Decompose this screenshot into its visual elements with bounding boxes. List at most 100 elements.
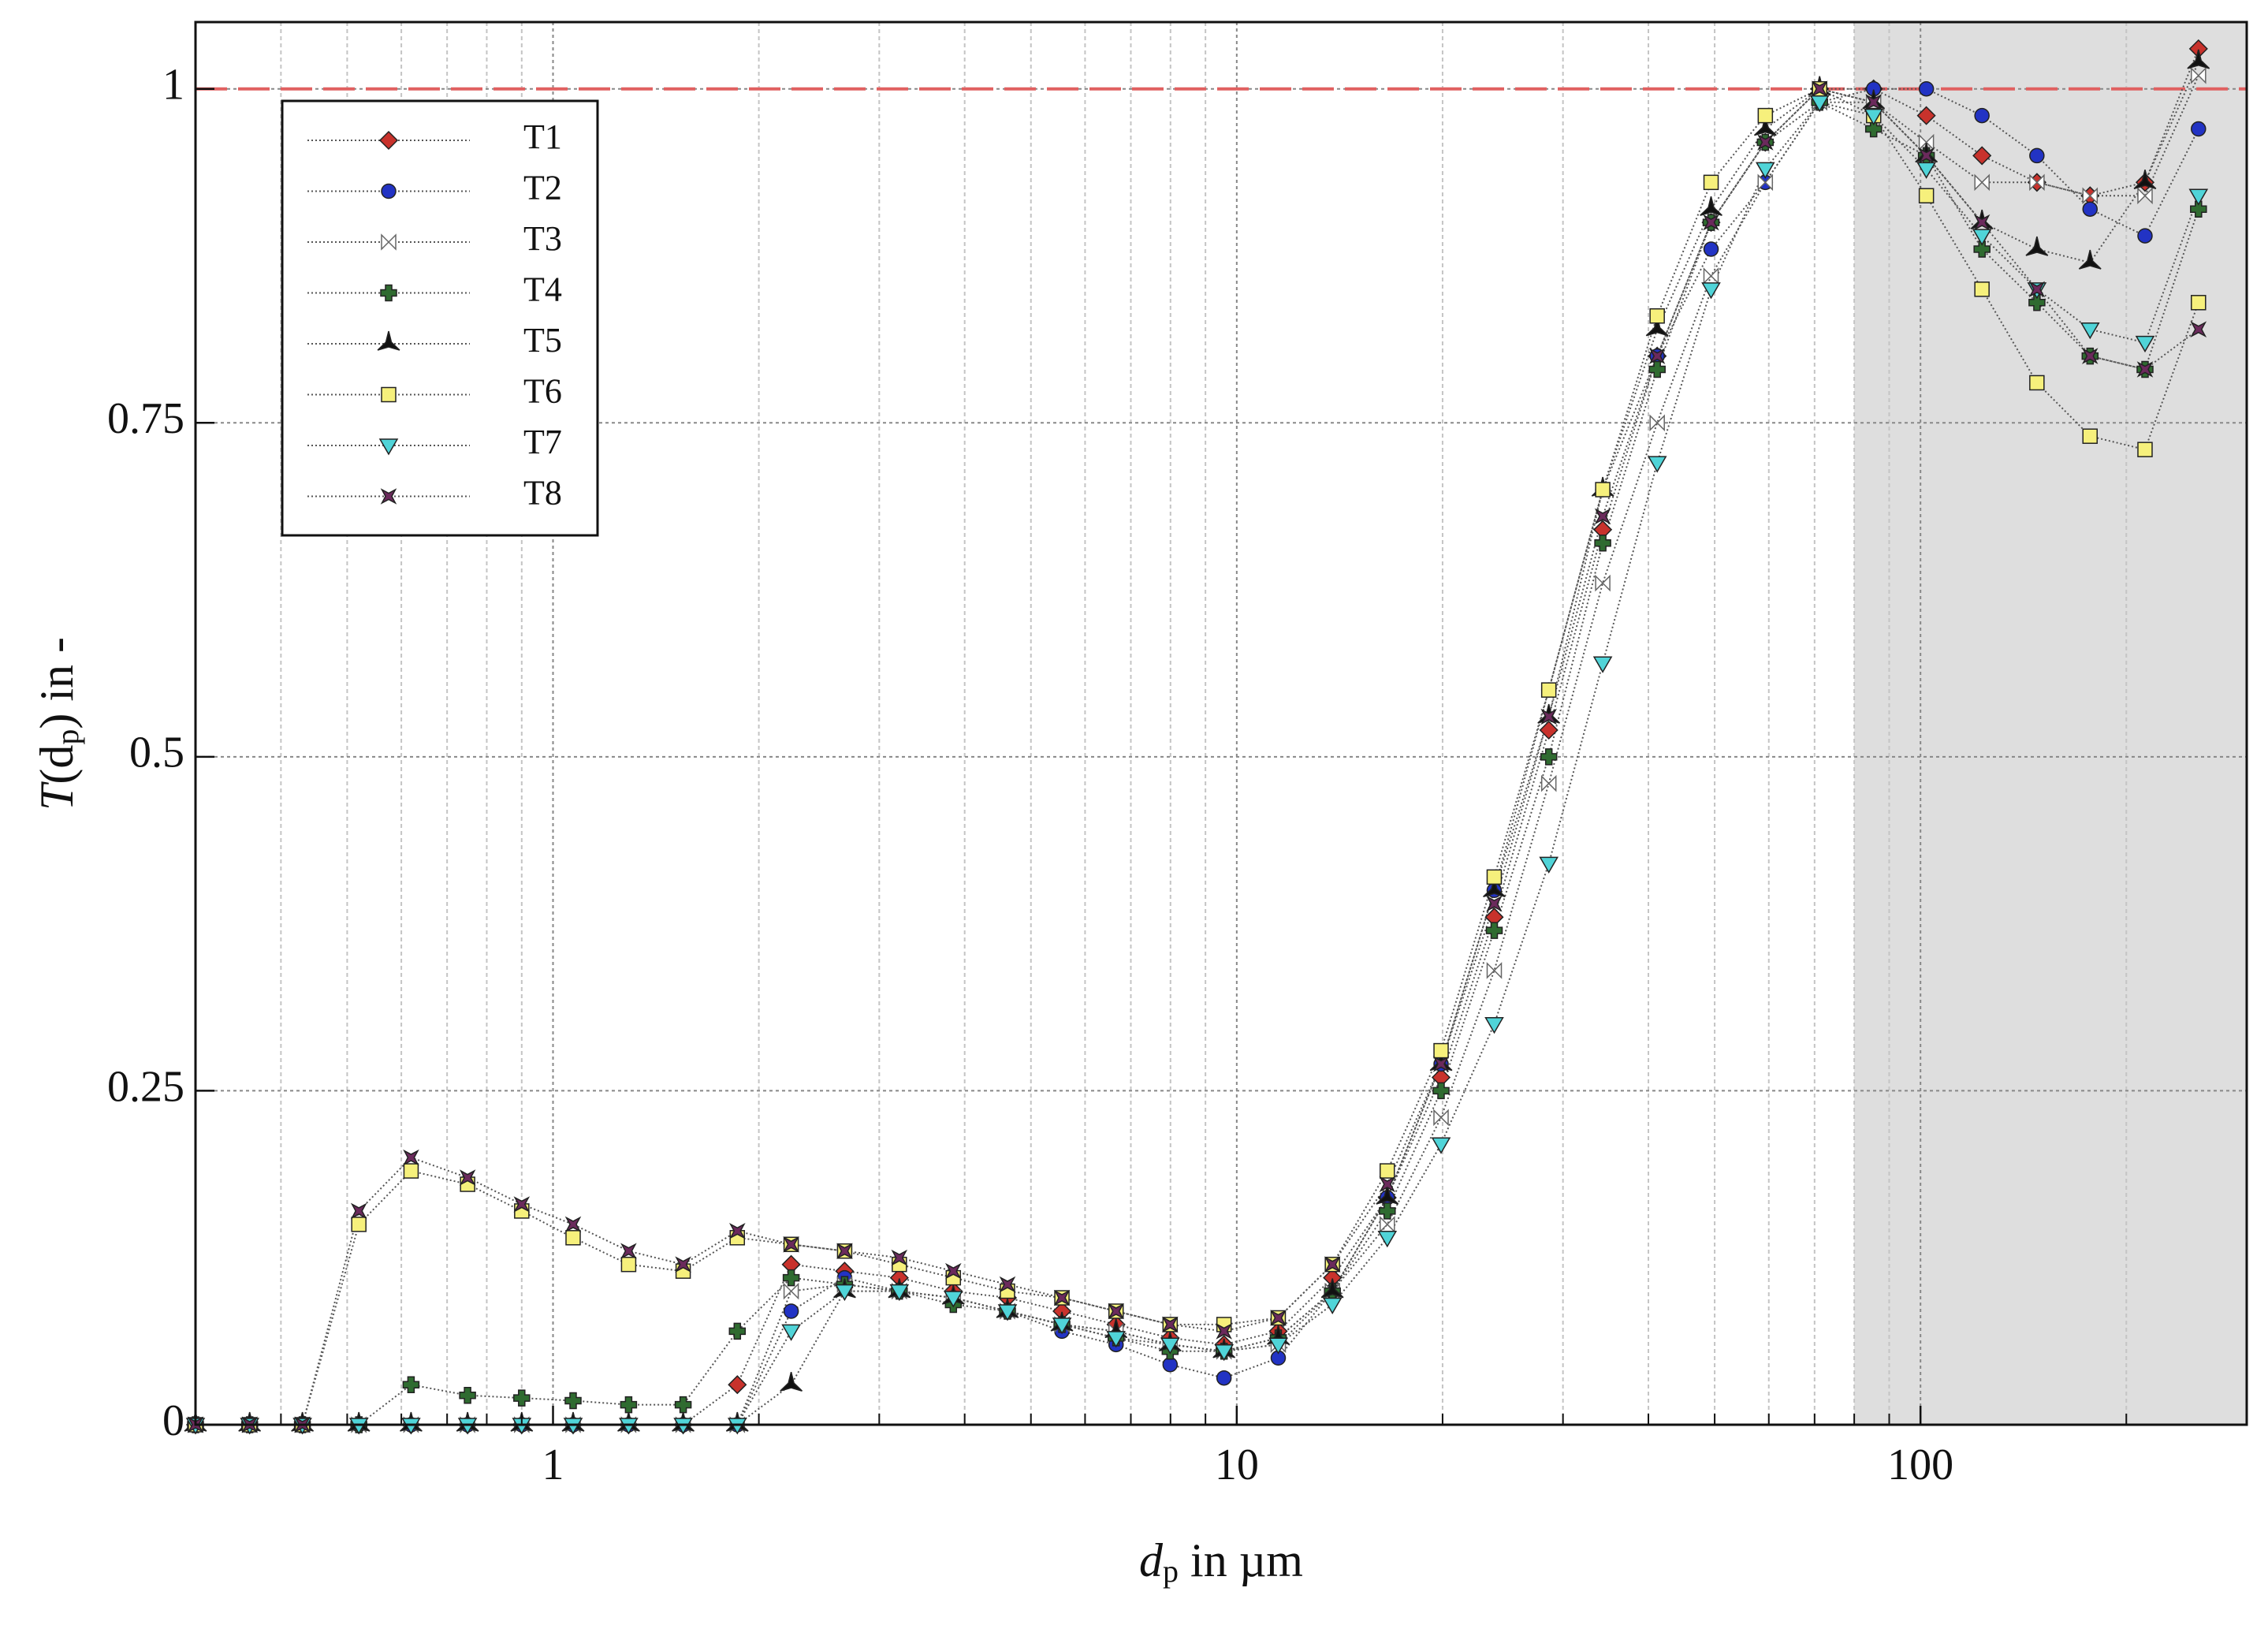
legend-marker bbox=[377, 330, 400, 351]
marker bbox=[1755, 162, 1775, 179]
y-tick-label: 0.5 bbox=[129, 729, 184, 777]
marker bbox=[1753, 116, 1777, 136]
marker bbox=[1757, 107, 1774, 124]
plot-frame bbox=[194, 20, 2248, 1426]
series-line bbox=[196, 88, 2199, 1426]
marker bbox=[1214, 1344, 1235, 1362]
marker bbox=[1324, 1256, 1341, 1273]
marker bbox=[1486, 895, 1503, 912]
marker bbox=[728, 1375, 747, 1395]
marker bbox=[459, 1386, 476, 1404]
marker bbox=[782, 1269, 800, 1287]
marker bbox=[1703, 241, 1719, 257]
marker bbox=[1379, 1202, 1396, 1220]
marker bbox=[2191, 295, 2207, 311]
marker bbox=[1540, 708, 1558, 725]
marker bbox=[1322, 1297, 1343, 1314]
marker bbox=[2082, 201, 2099, 217]
marker bbox=[1974, 281, 1990, 297]
marker bbox=[1483, 878, 1506, 898]
marker bbox=[944, 1262, 962, 1280]
marker bbox=[1973, 240, 1991, 258]
x-label-var: d bbox=[1139, 1534, 1164, 1586]
marker bbox=[780, 1372, 803, 1392]
marker bbox=[1484, 1016, 1504, 1034]
marker bbox=[1268, 1337, 1288, 1355]
marker bbox=[2187, 49, 2210, 69]
legend-label: T2 bbox=[523, 169, 562, 207]
marker bbox=[1645, 316, 1669, 337]
marker bbox=[564, 1216, 582, 1233]
legend-marker bbox=[380, 488, 397, 505]
marker bbox=[1916, 162, 1936, 179]
marker bbox=[1649, 307, 1665, 324]
marker bbox=[565, 1230, 581, 1246]
marker bbox=[1703, 174, 1719, 191]
marker bbox=[1432, 1056, 1450, 1072]
y-axis-label: T(dp) in - bbox=[31, 637, 85, 811]
marker bbox=[2190, 200, 2207, 218]
marker bbox=[2137, 187, 2153, 205]
marker bbox=[1594, 508, 1611, 525]
marker bbox=[1270, 1310, 1287, 1326]
marker bbox=[1647, 456, 1667, 473]
marker bbox=[2081, 348, 2099, 364]
y-label-rest: ) in - bbox=[31, 637, 83, 729]
legend-label: T7 bbox=[523, 423, 562, 461]
y-label-var: T bbox=[31, 781, 83, 811]
marker bbox=[1757, 173, 1774, 192]
legend: T1 T2 T3 T4 T5 T6 T7 T8 bbox=[281, 99, 599, 537]
marker bbox=[1161, 1316, 1179, 1333]
x-label-rest: in µm bbox=[1179, 1534, 1303, 1586]
legend-marker bbox=[378, 130, 399, 151]
marker bbox=[1918, 188, 1935, 204]
y-tick-label: 1 bbox=[162, 61, 184, 110]
marker bbox=[1972, 146, 1992, 166]
marker bbox=[1431, 1137, 1451, 1154]
marker bbox=[1432, 1082, 1450, 1100]
legend-label: T1 bbox=[523, 117, 562, 156]
series-line bbox=[196, 48, 2199, 1426]
marker bbox=[1216, 1323, 1233, 1340]
marker bbox=[2029, 375, 2045, 391]
legend-label: T3 bbox=[523, 219, 562, 258]
marker bbox=[1648, 348, 1666, 364]
x-label-sub: p bbox=[1163, 1553, 1179, 1589]
marker bbox=[1377, 1231, 1398, 1248]
marker bbox=[1700, 196, 1722, 216]
marker bbox=[1701, 282, 1721, 300]
marker bbox=[2028, 294, 2046, 311]
marker bbox=[1539, 856, 1559, 874]
marker bbox=[2135, 335, 2155, 353]
marker bbox=[1539, 720, 1559, 740]
marker bbox=[1380, 1216, 1395, 1233]
marker bbox=[1865, 94, 1883, 110]
marker bbox=[728, 1222, 746, 1239]
axes: 1 10 100 0 0.25 0.5 0.75 1 bbox=[107, 20, 2248, 1489]
marker bbox=[1540, 682, 1557, 698]
marker bbox=[2025, 236, 2049, 256]
marker bbox=[1052, 1318, 1072, 1335]
marker bbox=[2188, 188, 2209, 206]
legend-label: T6 bbox=[523, 372, 562, 411]
marker bbox=[2029, 147, 2045, 164]
marker bbox=[783, 1236, 799, 1253]
shaded-region bbox=[1854, 22, 2247, 1425]
marker bbox=[1973, 214, 1991, 231]
marker bbox=[2191, 66, 2207, 84]
marker bbox=[1918, 80, 1935, 97]
marker bbox=[943, 1291, 963, 1308]
marker bbox=[1160, 1337, 1180, 1355]
marker bbox=[2029, 173, 2045, 192]
marker bbox=[2082, 428, 2099, 444]
marker bbox=[1376, 1184, 1399, 1205]
series-line bbox=[196, 88, 2199, 1426]
series-line bbox=[196, 101, 2199, 1426]
marker bbox=[620, 1256, 637, 1273]
marker bbox=[1108, 1303, 1125, 1320]
series-line bbox=[196, 88, 2199, 1426]
marker bbox=[1974, 173, 1990, 192]
x-tick-label: 1 bbox=[542, 1441, 564, 1489]
marker bbox=[1540, 774, 1557, 792]
